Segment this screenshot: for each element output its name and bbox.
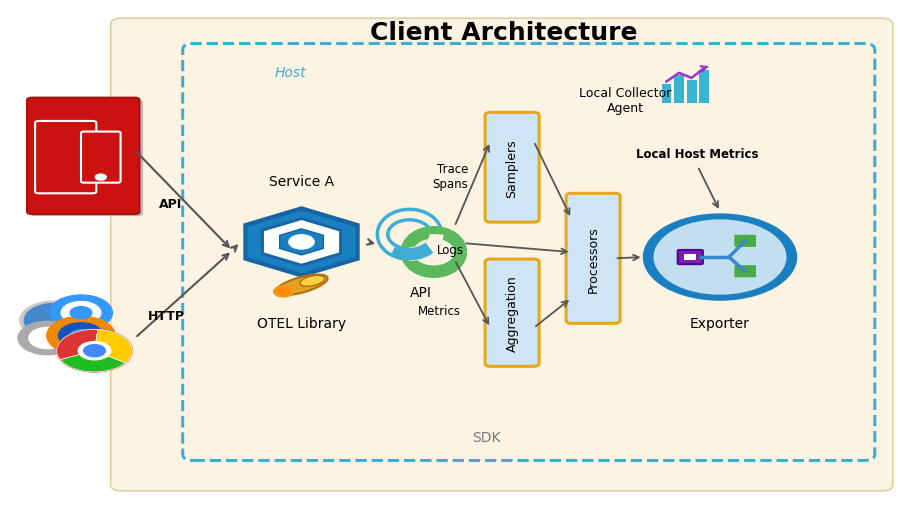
Text: Service A: Service A [269, 175, 334, 189]
Text: Trace
Spans: Trace Spans [432, 163, 468, 191]
Wedge shape [57, 330, 98, 360]
Circle shape [654, 221, 786, 294]
Text: Local Host Metrics: Local Host Metrics [636, 147, 759, 161]
Ellipse shape [300, 276, 325, 287]
Circle shape [70, 307, 92, 319]
Circle shape [61, 302, 101, 324]
FancyBboxPatch shape [81, 132, 121, 183]
Polygon shape [263, 219, 340, 266]
Circle shape [57, 330, 132, 372]
Text: Host: Host [274, 66, 306, 80]
Text: Exporter: Exporter [690, 316, 750, 330]
FancyBboxPatch shape [687, 81, 697, 104]
Circle shape [50, 295, 112, 331]
Text: Local Collector
Agent: Local Collector Agent [580, 87, 671, 115]
FancyBboxPatch shape [674, 76, 684, 104]
FancyBboxPatch shape [485, 260, 539, 367]
Circle shape [84, 345, 105, 357]
Circle shape [289, 235, 314, 249]
Text: Samplers: Samplers [506, 139, 518, 197]
Text: Aggregation: Aggregation [506, 275, 518, 351]
Text: OTEL Library: OTEL Library [256, 316, 346, 330]
FancyBboxPatch shape [566, 194, 620, 324]
FancyBboxPatch shape [27, 98, 140, 215]
Circle shape [644, 215, 796, 300]
FancyBboxPatch shape [31, 100, 143, 217]
FancyBboxPatch shape [678, 250, 703, 265]
Circle shape [20, 301, 88, 340]
Wedge shape [60, 351, 125, 372]
Circle shape [29, 328, 67, 349]
Circle shape [78, 342, 111, 360]
FancyBboxPatch shape [734, 235, 756, 247]
Wedge shape [94, 330, 132, 363]
FancyBboxPatch shape [662, 84, 671, 104]
Polygon shape [280, 229, 323, 256]
Circle shape [276, 288, 291, 296]
Ellipse shape [275, 275, 328, 295]
FancyBboxPatch shape [734, 266, 756, 278]
Circle shape [24, 304, 84, 337]
Polygon shape [246, 209, 357, 276]
Circle shape [47, 317, 115, 355]
Circle shape [18, 322, 77, 355]
Text: Logs: Logs [436, 243, 464, 257]
Text: Client Architecture: Client Architecture [370, 21, 638, 45]
FancyBboxPatch shape [684, 254, 696, 261]
Text: SDK: SDK [472, 430, 500, 444]
Text: HTTP: HTTP [148, 309, 185, 322]
Circle shape [70, 330, 92, 342]
Text: Processors: Processors [587, 226, 599, 292]
FancyBboxPatch shape [35, 122, 96, 194]
Text: API: API [410, 286, 432, 300]
FancyBboxPatch shape [699, 71, 709, 104]
Circle shape [95, 175, 106, 181]
Circle shape [58, 323, 104, 348]
Circle shape [274, 286, 293, 297]
Text: API: API [159, 198, 183, 211]
FancyBboxPatch shape [111, 19, 893, 491]
Text: Metrics: Metrics [418, 304, 461, 317]
FancyBboxPatch shape [485, 113, 539, 223]
